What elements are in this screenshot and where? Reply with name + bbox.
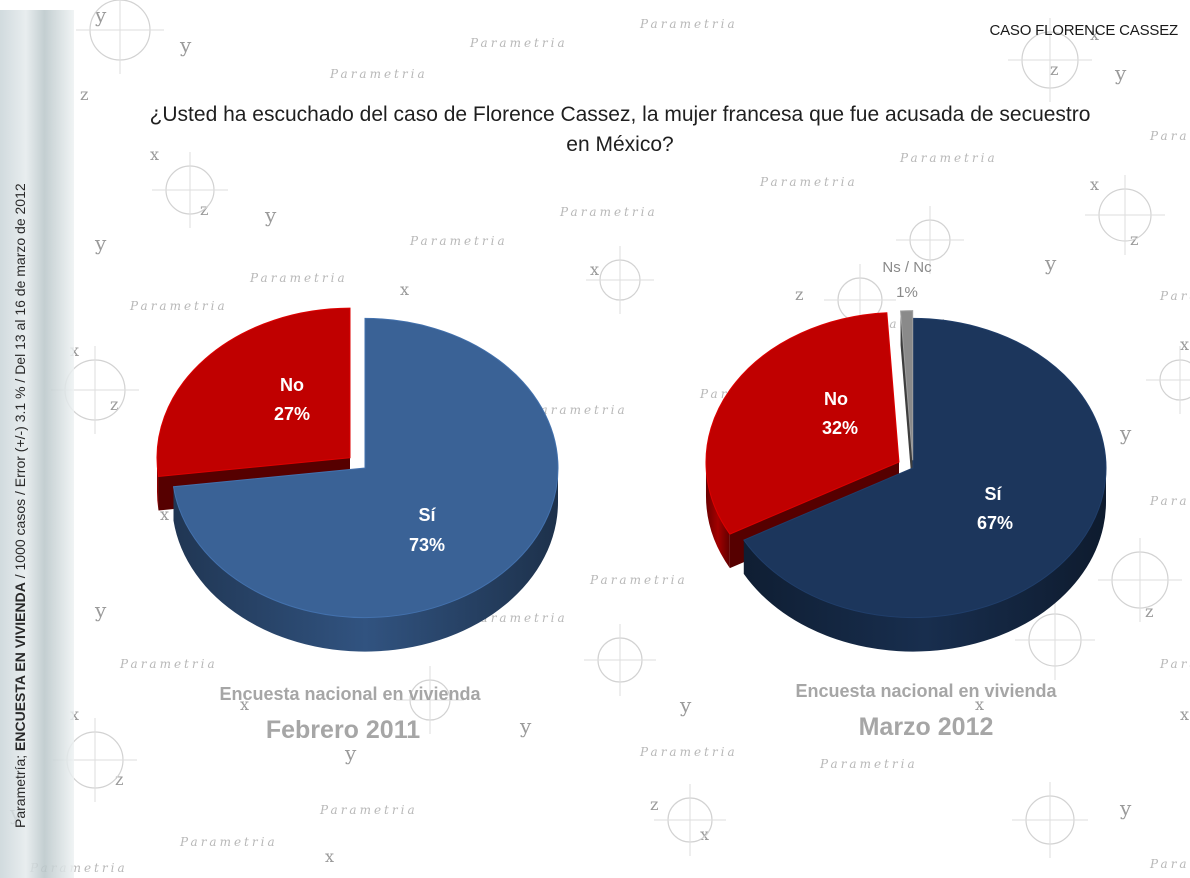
slice-label: No	[280, 375, 304, 395]
watermark-text: Parametria	[639, 745, 738, 759]
slice-label: Sí	[984, 484, 1002, 504]
watermark-axis-letter: x	[400, 280, 409, 299]
chart-subtitle: Encuesta nacional en vivienda	[795, 681, 1057, 701]
watermark-text: Parametria	[329, 67, 428, 81]
watermark-text: Parametria	[469, 36, 568, 50]
watermark-axis-letter: x	[150, 145, 159, 164]
chart-title: Febrero 2011	[266, 716, 420, 744]
watermark-text: Parametria	[1159, 657, 1190, 671]
watermark-text: Parametria	[759, 175, 858, 189]
pie-slice-s	[743, 317, 1107, 619]
watermark-text: Parametria	[249, 271, 348, 285]
watermark-axis-letter: x	[1090, 175, 1099, 194]
watermark-text: Parametria	[179, 835, 278, 849]
watermark-axis-letter: y	[179, 33, 192, 57]
slice-label: Ns / Nc	[882, 259, 932, 276]
watermark-axis-letter: y	[94, 3, 107, 27]
watermark-axis-letter: z	[650, 795, 658, 814]
pie-slice-side	[173, 468, 559, 652]
watermark-axis-letter: x	[975, 695, 984, 714]
watermark-text: Parametria	[409, 234, 508, 248]
watermark-text: Parametria	[119, 657, 218, 671]
watermark-text: Parametria	[639, 17, 738, 31]
watermark-axis-letter: x	[70, 341, 79, 360]
watermark-axis-letter: z	[1145, 602, 1153, 621]
pie-slice-no	[705, 312, 900, 535]
watermark-axis-letter: y	[1044, 251, 1057, 275]
chart-subtitle: Encuesta nacional en vivienda	[219, 684, 481, 704]
slice-label: No	[824, 389, 848, 409]
watermark-axis-letter: x	[590, 260, 599, 279]
watermark-text: Parametria	[1149, 494, 1190, 508]
watermark-axis-letter: y	[94, 231, 107, 255]
watermark-axis-letter: x	[1180, 705, 1189, 724]
chart-title: Marzo 2012	[859, 713, 994, 741]
slice-value-label: 32%	[822, 418, 858, 438]
watermark-axis-letter: z	[110, 395, 118, 414]
watermark-text: Parametria	[469, 611, 568, 625]
watermark-axis-letter: x	[325, 847, 334, 866]
watermark-text: Parametria	[319, 803, 418, 817]
left-decorative-strip	[0, 10, 74, 878]
watermark-axis-letter: z	[115, 770, 123, 789]
pie-slice-wall	[900, 310, 913, 495]
watermark-axis-letter: x	[240, 695, 249, 714]
slice-value-label: 27%	[274, 404, 310, 424]
watermark-axis-letter: x	[160, 505, 169, 524]
watermark-axis-letter: y	[1119, 421, 1132, 445]
slice-value-label: 1%	[896, 284, 918, 301]
watermark-axis-letter: x	[700, 825, 709, 844]
watermark-axis-letter: z	[1050, 60, 1058, 79]
watermark-text: Parametria	[589, 573, 688, 587]
slice-value-label: 67%	[977, 513, 1013, 533]
watermark-text: Parametria	[559, 205, 658, 219]
pie-slice-no	[156, 307, 351, 478]
watermark-text: Parametria	[1149, 857, 1190, 871]
case-header: CASO FLORENCE CASSEZ	[989, 22, 1178, 39]
watermark-axis-letter: x	[70, 705, 79, 724]
watermark-axis-letter: y	[344, 741, 357, 765]
watermark-axis-letter: y	[519, 714, 532, 738]
watermark-text: Parametria	[529, 403, 628, 417]
watermark-text: Parametria	[899, 151, 998, 165]
pie-slice-nsnc	[900, 310, 914, 461]
slice-value-label: 73%	[409, 535, 445, 555]
watermark-axis-letter: z	[80, 85, 88, 104]
pie-chart-1: Sí 73% No 27% Encuesta nacional en vivienda F…	[156, 307, 559, 744]
watermark-text: Parametria	[1159, 289, 1190, 303]
watermark-axis-letter: x	[1180, 335, 1189, 354]
watermark-text: Parametria	[129, 299, 228, 313]
watermark-axis-letter: y	[679, 693, 692, 717]
watermark-axis-letter: x	[1090, 25, 1099, 44]
watermark-axis-letter: y	[94, 598, 107, 622]
watermark-text: Parametria	[1149, 129, 1190, 143]
survey-question: ¿Usted ha escuchado del caso de Florence…	[149, 103, 1091, 156]
pie-slice-side	[743, 468, 1106, 652]
watermark-axis-letter: y	[264, 203, 277, 227]
watermark-axis-letter: y	[1119, 796, 1132, 820]
watermark-text: Parametria	[819, 757, 918, 771]
pie-chart-2: Sí 67% No 32% Ns / Nc 1% Encuesta nacional en …	[705, 259, 1107, 741]
slice-label: Sí	[418, 505, 436, 525]
watermark-axis-letter: z	[795, 285, 803, 304]
watermark-axis-letter: y	[1114, 61, 1127, 85]
pie-slice-s	[172, 317, 559, 619]
